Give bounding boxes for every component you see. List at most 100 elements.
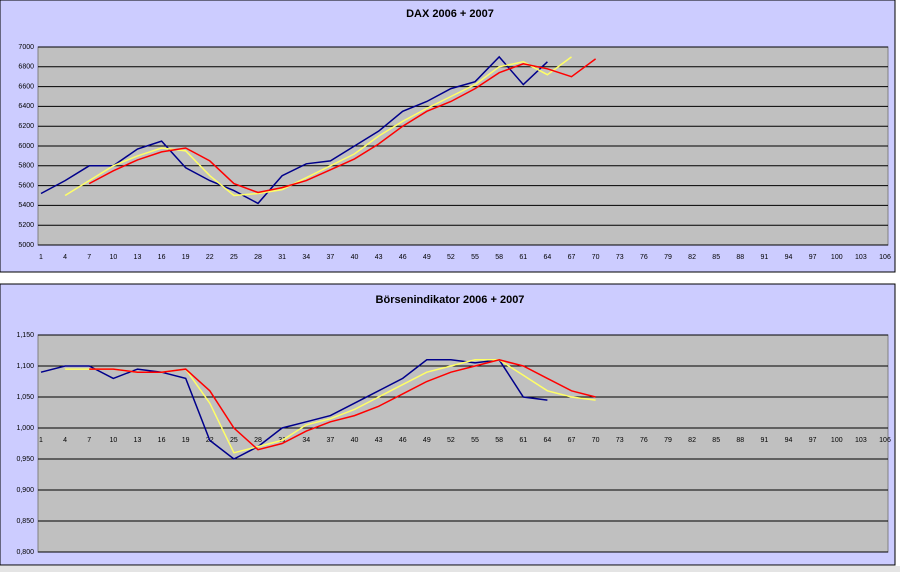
x-tick-label: 85	[712, 437, 720, 444]
x-tick-label: 52	[447, 437, 455, 444]
x-tick-label: 16	[158, 437, 166, 444]
y-tick-label: 6600	[18, 83, 34, 90]
series-line	[89, 359, 596, 451]
y-tick-label: 0,950	[16, 456, 34, 463]
x-tick-label: 100	[831, 254, 843, 261]
x-tick-label: 73	[616, 254, 624, 261]
x-tick-label: 31	[278, 254, 286, 261]
x-tick-label: 10	[109, 254, 117, 261]
x-tick-label: 25	[230, 437, 238, 444]
y-tick-label: 6200	[18, 123, 34, 130]
x-tick-label: 82	[688, 254, 696, 261]
x-tick-label: 55	[471, 254, 479, 261]
x-tick-label: 97	[809, 437, 817, 444]
y-tick-label: 0,900	[16, 487, 34, 494]
x-tick-label: 46	[399, 437, 407, 444]
series-line	[88, 58, 597, 194]
x-tick-label: 67	[568, 254, 576, 261]
x-tick-label: 64	[544, 437, 552, 444]
x-tick-label: 13	[134, 254, 142, 261]
x-tick-label: 97	[809, 254, 817, 261]
x-tick-label: 10	[109, 437, 117, 444]
x-tick-label: 103	[855, 254, 867, 261]
x-tick-label: 46	[399, 254, 407, 261]
x-tick-label: 28	[254, 437, 262, 444]
x-tick-label: 43	[375, 437, 383, 444]
y-tick-label: 1,050	[16, 394, 34, 401]
x-tick-label: 88	[736, 254, 744, 261]
y-tick-label: 5200	[18, 222, 34, 229]
x-tick-label: 88	[736, 437, 744, 444]
x-tick-label: 73	[616, 437, 624, 444]
x-tick-label: 103	[855, 437, 867, 444]
x-tick-label: 85	[712, 254, 720, 261]
x-tick-label: 58	[495, 254, 503, 261]
x-tick-label: 4	[63, 254, 67, 261]
chart-title: Börsenindikator 2006 + 2007	[376, 294, 525, 306]
x-tick-label: 16	[158, 254, 166, 261]
y-tick-label: 5600	[18, 182, 34, 189]
x-tick-label: 91	[761, 254, 769, 261]
y-tick-label: 6800	[18, 64, 34, 71]
series-line	[64, 56, 572, 197]
x-tick-label: 79	[664, 437, 672, 444]
y-tick-label: 0,850	[16, 518, 34, 525]
y-tick-label: 5400	[18, 202, 34, 209]
y-tick-label: 0,800	[16, 549, 34, 556]
x-tick-label: 79	[664, 254, 672, 261]
series-line	[40, 55, 548, 205]
x-tick-label: 40	[351, 437, 359, 444]
x-tick-label: 40	[351, 254, 359, 261]
y-tick-label: 1,100	[16, 363, 34, 370]
scrollbar	[0, 566, 900, 572]
x-tick-label: 100	[831, 437, 843, 444]
x-tick-label: 52	[447, 254, 455, 261]
x-tick-label: 82	[688, 437, 696, 444]
x-tick-label: 94	[785, 437, 793, 444]
x-tick-label: 7	[87, 254, 91, 261]
x-tick-label: 64	[544, 254, 552, 261]
x-tick-label: 19	[182, 254, 190, 261]
x-tick-label: 49	[423, 437, 431, 444]
x-tick-label: 13	[134, 437, 142, 444]
x-tick-label: 22	[206, 254, 214, 261]
y-tick-label: 1,150	[16, 332, 34, 339]
x-tick-label: 55	[471, 437, 479, 444]
series-line	[40, 358, 548, 460]
y-tick-label: 5000	[18, 242, 34, 249]
x-tick-label: 4	[63, 437, 67, 444]
y-tick-label: 1,000	[16, 425, 34, 432]
x-tick-label: 1	[39, 254, 43, 261]
x-tick-label: 70	[592, 254, 600, 261]
x-tick-label: 43	[375, 254, 383, 261]
x-tick-label: 76	[640, 254, 648, 261]
x-tick-label: 7	[87, 437, 91, 444]
x-tick-label: 61	[519, 254, 527, 261]
x-tick-label: 58	[495, 437, 503, 444]
x-tick-label: 37	[326, 254, 334, 261]
x-tick-label: 34	[302, 254, 310, 261]
y-tick-label: 6000	[18, 143, 34, 150]
y-tick-label: 6400	[18, 103, 34, 110]
x-tick-label: 91	[761, 437, 769, 444]
x-tick-label: 76	[640, 437, 648, 444]
x-tick-label: 70	[592, 437, 600, 444]
x-tick-label: 25	[230, 254, 238, 261]
x-tick-label: 34	[302, 437, 310, 444]
x-tick-label: 94	[785, 254, 793, 261]
plot-area	[37, 334, 889, 553]
x-tick-label: 49	[423, 254, 431, 261]
x-tick-label: 106	[879, 254, 891, 261]
y-tick-label: 5800	[18, 163, 34, 170]
x-tick-label: 28	[254, 254, 262, 261]
x-tick-label: 37	[326, 437, 334, 444]
x-tick-label: 1	[39, 437, 43, 444]
y-tick-label: 7000	[18, 44, 34, 51]
chart-title: DAX 2006 + 2007	[406, 8, 494, 20]
x-tick-label: 106	[879, 437, 891, 444]
x-tick-label: 61	[519, 437, 527, 444]
x-tick-label: 19	[182, 437, 190, 444]
x-tick-label: 67	[568, 437, 576, 444]
